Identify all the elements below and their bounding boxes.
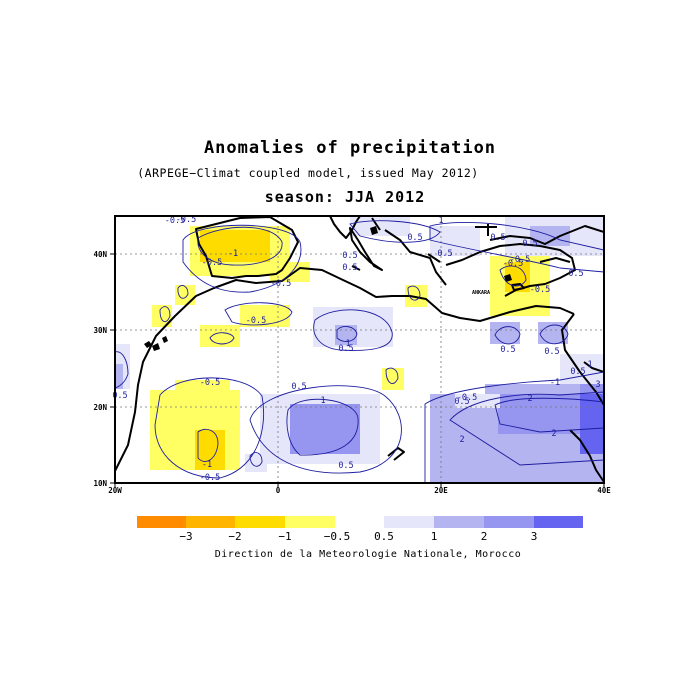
contour-label: 2: [527, 394, 532, 404]
legend-label: 2: [481, 530, 488, 543]
lat-tick-label: 30N: [93, 326, 107, 335]
map-frame: [114, 215, 605, 484]
anomaly-cell: [290, 404, 360, 454]
contour-label: 0.5: [568, 269, 583, 279]
legend-label: 0.5: [374, 530, 394, 543]
contour-label: 0.5: [570, 367, 585, 377]
anomaly-cell: [580, 394, 604, 454]
page-subtitle: (ARPEGE−Climat coupled model, issued May…: [137, 166, 479, 180]
contour-label: -0.5: [200, 378, 220, 388]
legend-swatch: [434, 516, 484, 528]
legend-swatch: [484, 516, 534, 528]
anomaly-cell: [245, 454, 267, 472]
contour-label: 3: [595, 380, 600, 390]
contour-label: 0.5: [454, 397, 469, 407]
contour-label: -0.5: [176, 215, 196, 225]
legend-swatch: [137, 516, 186, 528]
contour-label: 0.5: [437, 249, 452, 259]
anomaly-cell: [270, 262, 310, 282]
color-legend: −3 −2 −1 −0.5 0.5 1 2 3: [137, 516, 583, 543]
lon-tick-label: 40E: [597, 486, 611, 495]
legend-label: −1: [278, 530, 291, 543]
contour-label: 0.5: [291, 382, 306, 392]
contour-label: 0.5: [342, 263, 357, 273]
contour-label: 1: [345, 339, 350, 349]
contour-label: 0.5: [544, 347, 559, 357]
contour-label: 1: [320, 396, 325, 406]
contour-label: -0.5: [165, 216, 185, 226]
legend-swatch: [285, 516, 335, 528]
contour-label: 1: [438, 216, 443, 226]
legend-label: −3: [179, 530, 192, 543]
contour-label: -0.5: [200, 473, 220, 483]
axis-ticks: [110, 253, 605, 488]
contour-label: -1: [228, 249, 238, 259]
legend-label: −2: [228, 530, 241, 543]
legend-swatch: [384, 516, 434, 528]
contour-label: -0.5: [202, 258, 222, 268]
legend-swatch: [235, 516, 285, 528]
contour-label: 0.5: [338, 461, 353, 471]
graticule: [115, 216, 604, 483]
anomaly-cell: [175, 380, 230, 395]
contours: [115, 220, 604, 483]
lon-tick-label: 20W: [108, 486, 122, 495]
contour-label: 0.5: [490, 233, 505, 243]
anomaly-cell: [490, 322, 520, 344]
contour-label: -0.5: [271, 279, 291, 289]
contour-label: -1: [202, 460, 212, 470]
legend-swatch: [186, 516, 235, 528]
anomaly-cell: [240, 305, 290, 327]
anomaly-cell: [455, 394, 500, 408]
contour-label: 0.5: [342, 251, 357, 261]
lon-tick-label: 0: [276, 486, 281, 495]
contour-label: -1: [550, 378, 560, 388]
anomaly-cell: [200, 230, 270, 262]
lat-tick-label: 20N: [93, 403, 107, 412]
contour-label: 2: [551, 429, 556, 439]
contour-label: -0.5: [246, 316, 266, 326]
anomaly-cell: [115, 364, 123, 389]
legend-label: 3: [531, 530, 538, 543]
city-label: ANKARA: [472, 290, 490, 296]
anomaly-cell: [195, 430, 225, 470]
axis-labels: 10N 20N 30N 40N 20W 0 20E 40E: [93, 250, 611, 495]
coastlines: [115, 216, 604, 483]
islands: [144, 226, 512, 351]
credit-line: Direction de la Meteorologie Nationale, …: [214, 549, 522, 560]
lat-tick-label: 40N: [93, 250, 107, 259]
lon-tick-label: 20E: [434, 486, 448, 495]
page-title: Anomalies of precipitation: [203, 138, 497, 158]
anomaly-fields: [115, 216, 604, 483]
contour-label: 0.5: [522, 239, 537, 249]
contour-label: 0.5: [500, 345, 515, 355]
contour-label: 0.5: [407, 233, 422, 243]
season-title: season: JJA 2012: [264, 188, 426, 206]
contour-label: -0.5: [530, 285, 550, 295]
contour-label: -0.5: [457, 393, 477, 403]
legend-label: 1: [431, 530, 438, 543]
contour-label: -0.5: [503, 259, 523, 269]
anomaly-cell: [152, 305, 172, 327]
contour-label: -0.5: [510, 255, 530, 265]
lat-tick-label: 10N: [93, 479, 107, 488]
contour-label: 0.5: [112, 391, 127, 401]
legend-swatch: [534, 516, 583, 528]
anomaly-cell: [382, 368, 404, 390]
contour-label: 0.5: [338, 344, 353, 354]
legend-label: −0.5: [324, 530, 351, 543]
anomaly-cell: [175, 285, 195, 305]
contour-label: 1: [587, 360, 592, 370]
contour-label: 2: [459, 435, 464, 445]
contour-labels: -1 -0.5 -0.5 -0.5 -0.5 -0.5 -0.5 -1 0.5 …: [112, 215, 600, 483]
anomaly-cell: [200, 325, 240, 347]
anomaly-cell: [405, 285, 427, 307]
